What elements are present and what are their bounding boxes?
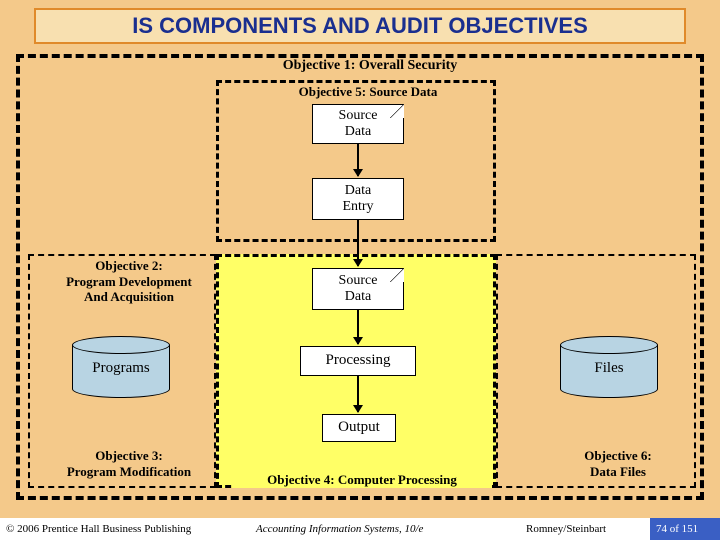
footer-left-text: © 2006 Prentice Hall Business Publishing [6, 523, 191, 535]
slide-canvas: IS COMPONENTS AND AUDIT OBJECTIVES Object… [0, 0, 720, 540]
title-text: IS COMPONENTS AND AUDIT OBJECTIVES [132, 13, 588, 39]
objective4-label: Objective 4: Computer Processing [232, 472, 492, 488]
footer-mid: Accounting Information Systems, 10/e [250, 518, 520, 540]
processing-box-text: Processing [326, 352, 391, 369]
files-cylinder-label: Files [560, 360, 658, 377]
arrow-3 [357, 376, 359, 412]
arrow-1 [357, 220, 359, 266]
data-entry-box-text: Data Entry [342, 183, 373, 215]
output-box: Output [322, 414, 396, 442]
footer-right1: Romney/Steinbart [520, 518, 650, 540]
objective6-label: Objective 6: Data Files [548, 448, 688, 479]
objective2-label: Objective 2: Program Development And Acq… [44, 258, 214, 305]
arrow-0 [357, 144, 359, 176]
processing-box: Processing [300, 346, 416, 376]
output-box-text: Output [338, 419, 380, 436]
footer-mid-text: Accounting Information Systems, 10/e [256, 523, 423, 535]
arrow-2 [357, 310, 359, 344]
title-bar: IS COMPONENTS AND AUDIT OBJECTIVES [34, 8, 686, 44]
source-data-top-box: Source Data [312, 104, 404, 144]
document-notch-icon [390, 104, 404, 118]
source-data-top-box-text: Source Data [339, 108, 378, 140]
objective3-label: Objective 3: Program Modification [44, 448, 214, 479]
document-notch-icon [390, 268, 404, 282]
data-entry-box: Data Entry [312, 178, 404, 220]
footer-right2: 74 of 151 [650, 518, 720, 540]
programs-cylinder: Programs [72, 336, 170, 398]
objective5-label: Objective 5: Source Data [268, 84, 468, 100]
footer-bar: © 2006 Prentice Hall Business Publishing… [0, 518, 720, 540]
footer-right2-text: 74 of 151 [656, 523, 698, 535]
footer-left: © 2006 Prentice Hall Business Publishing [0, 518, 250, 540]
source-data-mid-box-text: Source Data [339, 273, 378, 305]
files-cylinder: Files [560, 336, 658, 398]
footer-right1-text: Romney/Steinbart [526, 523, 606, 535]
objective1-label: Objective 1: Overall Security [250, 58, 490, 75]
source-data-mid-box: Source Data [312, 268, 404, 310]
programs-cylinder-label: Programs [72, 360, 170, 377]
